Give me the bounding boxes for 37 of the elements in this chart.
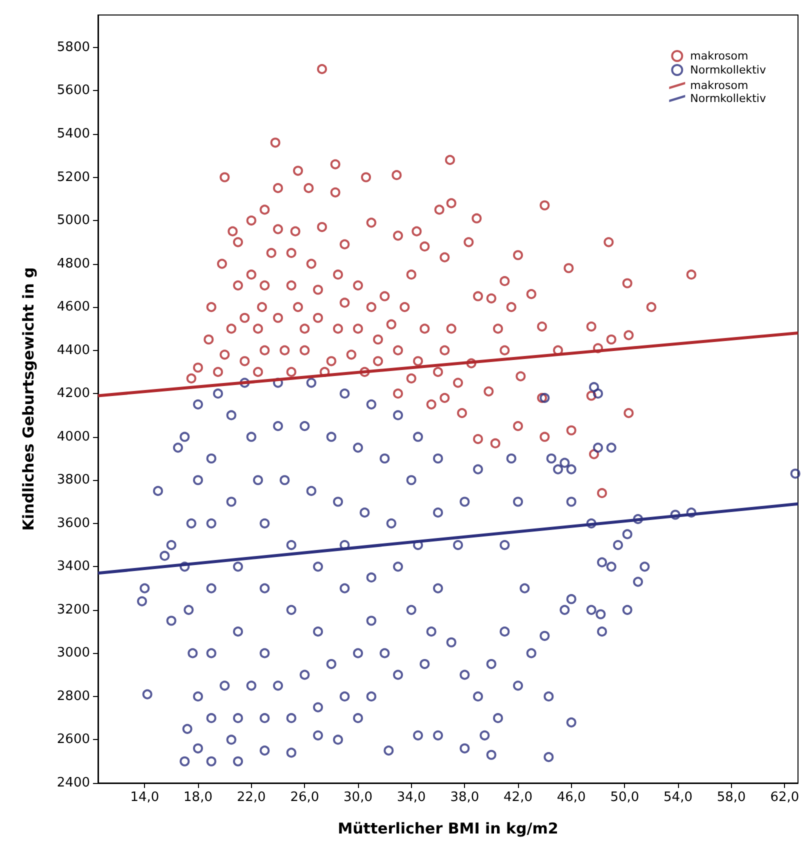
y-axis-title: Kindliches Geburtsgewicht in g <box>20 267 38 531</box>
y-tick-label: 5600 <box>56 83 90 98</box>
x-tick-label: 18,0 <box>184 790 212 805</box>
y-tick-label: 3200 <box>56 602 90 618</box>
x-tick-label: 46,0 <box>556 790 586 805</box>
x-tick-label: 42,0 <box>504 790 532 805</box>
x-axis-title: Mütterlicher BMI in kg/m2 <box>338 820 558 838</box>
y-tick-label: 3800 <box>56 472 90 488</box>
legend-label: Normkollektiv <box>690 64 766 76</box>
y-tick-label: 2400 <box>56 776 90 790</box>
y-tick-label: 4200 <box>56 386 90 402</box>
x-tick-label: 30,0 <box>344 790 372 805</box>
x-tick-label: 22,0 <box>236 790 266 805</box>
y-tick-label: 3600 <box>56 516 90 531</box>
x-tick-label: 26,0 <box>290 790 320 805</box>
x-tick-label: 58,0 <box>716 790 746 805</box>
x-tick-label: 54,0 <box>664 790 692 805</box>
y-tick-label: 5800 <box>56 40 90 55</box>
y-tick-label: 5400 <box>56 126 90 142</box>
y-tick-label: 2800 <box>56 688 90 704</box>
x-tick-label: 50,0 <box>610 790 640 805</box>
y-tick-label: 5200 <box>56 170 90 185</box>
x-tick-label: 14,0 <box>130 790 160 805</box>
y-tick-label: 5000 <box>56 213 90 228</box>
y-tick-label: 4800 <box>56 256 90 272</box>
x-tick-label: 62,0 <box>770 790 800 805</box>
x-tick-label: 38,0 <box>450 790 480 805</box>
legend-label: Normkollektiv <box>690 92 766 105</box>
y-tick-label: 2600 <box>56 732 90 748</box>
y-tick-label: 4400 <box>56 342 90 358</box>
legend-label: makrosom <box>690 50 748 62</box>
legend-label: makrosom <box>690 79 748 92</box>
x-tick-label: 34,0 <box>396 790 426 805</box>
y-tick-label: 3400 <box>56 559 90 574</box>
y-tick-label: 3000 <box>56 646 90 661</box>
y-tick-label: 4600 <box>56 300 90 315</box>
y-tick-label: 4000 <box>56 429 90 444</box>
